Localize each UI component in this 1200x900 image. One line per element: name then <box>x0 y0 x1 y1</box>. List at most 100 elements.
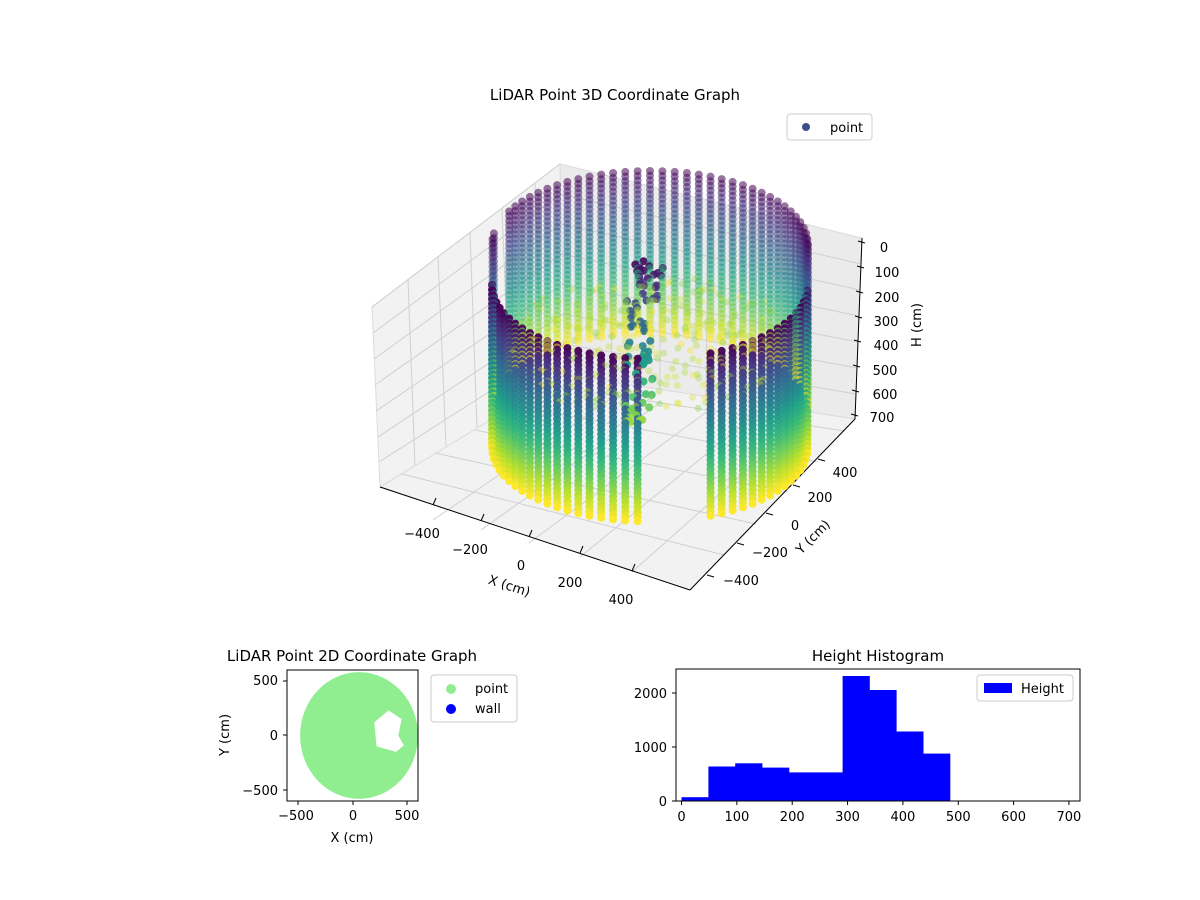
scatter-3d-point <box>534 496 542 504</box>
scatter-3d-point <box>687 347 694 354</box>
scatter-3d-point <box>674 382 681 389</box>
scatter-3d-point <box>628 346 635 353</box>
hist-bar <box>708 767 735 802</box>
y2d-tick-label: 500 <box>253 674 278 689</box>
y2d-axis-label: Y (cm) <box>218 714 233 757</box>
z-tick-label: 100 <box>875 266 900 281</box>
scatter-3d-point <box>674 345 681 352</box>
hist-x-tick-label: 700 <box>1057 810 1082 825</box>
scatter-3d-point <box>707 512 715 520</box>
scatter-3d-point <box>597 333 605 341</box>
scatter-3d-point <box>689 355 696 362</box>
scatter-3d-point <box>518 487 526 495</box>
scatter-3d-point <box>664 373 671 380</box>
legend-3d: point <box>787 114 872 140</box>
scatter-3d-point <box>586 512 594 520</box>
z-axis-label: H (cm) <box>910 303 925 347</box>
y-tick-label: 400 <box>833 466 858 481</box>
scatter-3d-point <box>574 509 582 517</box>
legend-hist: Height <box>977 675 1073 701</box>
hist-x-tick-label: 500 <box>946 810 971 825</box>
x-tick-label: 400 <box>609 593 634 608</box>
scatter-3d-point <box>672 373 679 380</box>
y2d-ticks: 500 0 −500 Y (cm) <box>218 674 287 799</box>
y2d-tick-label: 0 <box>270 729 278 744</box>
scatter-3d-point <box>672 358 679 365</box>
scatter-3d-point <box>758 496 766 504</box>
x2d-ticks: −500 0 500 X (cm) <box>278 801 419 846</box>
scatter-3d-point <box>634 344 641 351</box>
z-tick-label: 200 <box>875 291 900 306</box>
scatter-3d-point <box>669 365 676 372</box>
hist-bar <box>869 690 896 801</box>
x-tick-label: −200 <box>452 543 488 558</box>
scatter-3d-point <box>662 381 669 388</box>
scatter-3d-point <box>689 394 696 401</box>
scatter-3d-point <box>608 333 615 340</box>
scatter-3d-point <box>605 343 612 350</box>
hist-bar <box>843 676 870 801</box>
x-tick-label: 200 <box>558 576 583 591</box>
hist-x-tick-label: 400 <box>890 810 915 825</box>
z-tick-label: 0 <box>880 241 888 256</box>
hist-bar <box>923 754 950 801</box>
scatter-3d-point <box>553 503 561 511</box>
z-tick-label: 400 <box>874 339 899 354</box>
scatter-2d-point-cloud <box>300 672 418 799</box>
hist-title: Height Histogram <box>812 647 944 665</box>
scatter-3d-point <box>729 507 737 515</box>
chart-3d: LiDAR Point 3D Coordinate Graph <box>372 86 925 608</box>
y-tick-label: −200 <box>752 546 788 561</box>
scatter-3d-point <box>718 509 726 517</box>
z-ticks: 0 100 200 300 400 500 600 700 H (cm) <box>851 241 925 426</box>
hist-x-tick-label: 100 <box>724 810 749 825</box>
scatter-3d-point <box>696 358 703 365</box>
hist-x-ticks: 0 100 200 300 400 500 600 700 <box>677 801 1081 825</box>
hist-y-tick-label: 0 <box>659 795 667 810</box>
legend-3d-marker <box>802 123 810 131</box>
scatter-3d-point <box>657 379 664 386</box>
legend-hist-label: Height <box>1021 682 1064 697</box>
scatter-3d-point <box>700 382 707 389</box>
hist-bars <box>682 676 951 801</box>
scatter-3d-point <box>526 492 534 500</box>
chart-2d-title: LiDAR Point 2D Coordinate Graph <box>227 647 477 665</box>
scatter-3d-point <box>695 405 702 412</box>
hist-bar <box>735 763 762 801</box>
scatter-3d-point <box>766 492 774 500</box>
scatter-3d-point <box>781 482 789 490</box>
scatter-3d-point <box>621 517 629 525</box>
chart-3d-title: LiDAR Point 3D Coordinate Graph <box>490 86 740 104</box>
x-tick-label: 0 <box>517 559 525 574</box>
legend-2d-label-wall: wall <box>475 702 501 717</box>
z-tick-label: 500 <box>873 364 898 379</box>
legend-3d-label: point <box>830 121 863 136</box>
scatter-3d-point <box>674 332 681 339</box>
scatter-3d-point <box>695 375 702 382</box>
scatter-3d-point <box>683 331 691 339</box>
scatter-3d-point <box>654 355 661 362</box>
scatter-3d-point <box>749 500 757 508</box>
legend-2d-label-point: point <box>475 682 508 697</box>
hist-x-tick-label: 200 <box>780 810 805 825</box>
scatter-3d-point <box>647 394 654 401</box>
hist-bar <box>682 797 709 801</box>
scatter-3d-point <box>739 503 747 511</box>
x-tick-label: −400 <box>404 527 440 542</box>
hist-y-ticks: 0 1000 2000 <box>634 687 676 810</box>
y2d-tick-label: −500 <box>242 784 278 799</box>
scatter-3d-point <box>656 388 663 395</box>
scatter-3d-point <box>586 335 594 343</box>
x-axis-label: X (cm) <box>486 573 532 601</box>
legend-hist-swatch <box>984 683 1012 693</box>
hist-bar <box>816 772 843 801</box>
y-tick-label: −400 <box>723 574 759 589</box>
chart-histogram: Height Histogram 0 100 200 300 400 500 600 700 … <box>634 647 1081 825</box>
x2d-axis-label: X (cm) <box>331 831 374 846</box>
legend-2d-marker-wall <box>446 704 456 714</box>
scatter-3d-point <box>597 514 605 522</box>
z-tick-label: 600 <box>873 388 898 403</box>
scatter-3d-point <box>663 403 670 410</box>
scatter-3d-point <box>609 515 617 523</box>
z-tick-label: 300 <box>874 315 899 330</box>
